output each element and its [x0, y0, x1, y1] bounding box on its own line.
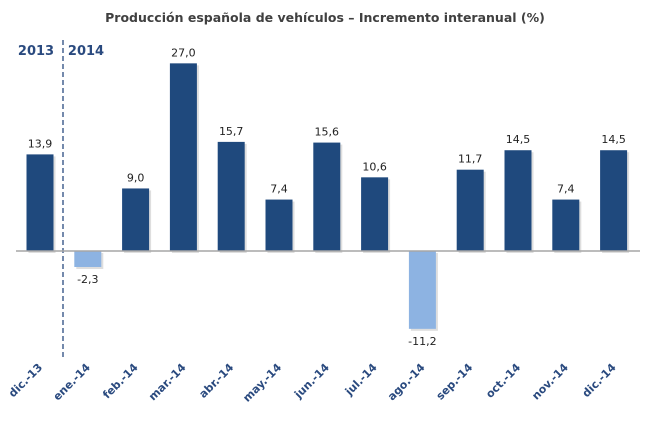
bar-mar.-14 — [169, 63, 197, 251]
data-label: 7,4 — [557, 183, 575, 196]
data-label: 13,9 — [28, 137, 53, 150]
data-label: -2,3 — [77, 273, 98, 286]
x-tick-label: dic.-14 — [580, 361, 619, 400]
chart-title: Producción española de vehículos – Incre… — [105, 10, 545, 25]
bar-may.-14 — [265, 199, 293, 251]
data-label: 14,5 — [601, 133, 626, 146]
year-label-2013: 2013 — [18, 44, 54, 59]
bar-sep.-14 — [456, 169, 484, 251]
x-tick-label: oct.-14 — [483, 361, 523, 401]
bar-jul.-14 — [361, 177, 389, 251]
x-tick-label: ago.-14 — [385, 361, 428, 404]
data-label: 11,7 — [458, 153, 483, 166]
bar-dic.-13 — [26, 154, 54, 251]
x-tick-label: abr.-14 — [197, 361, 237, 401]
data-label: 9,0 — [127, 171, 145, 184]
x-tick-label: sep.-14 — [434, 361, 476, 403]
bar-feb.-14 — [122, 188, 150, 251]
data-label: 14,5 — [506, 133, 531, 146]
x-tick-label: nov.-14 — [529, 361, 571, 403]
data-label: 10,6 — [362, 160, 387, 173]
data-label: -11,2 — [408, 335, 436, 348]
data-label: 7,4 — [270, 183, 288, 196]
bar-abr.-14 — [217, 141, 245, 251]
data-label: 15,6 — [315, 126, 340, 139]
bar-dic.-14 — [600, 150, 628, 251]
bar-jun.-14 — [313, 142, 341, 251]
x-tick-label: dic.-13 — [6, 361, 45, 400]
x-tick-label: may.-14 — [240, 361, 284, 405]
data-label: 15,7 — [219, 125, 244, 138]
bar-nov.-14 — [552, 199, 580, 251]
x-tick-label: jun.-14 — [291, 361, 332, 402]
x-tick-label: feb.-14 — [100, 361, 141, 402]
bar-ene.-14 — [74, 251, 102, 267]
x-tick-label: mar.-14 — [146, 361, 189, 404]
x-tick-label: jul.-14 — [342, 361, 380, 399]
bar-oct.-14 — [504, 150, 532, 251]
bar-ago.-14 — [408, 251, 436, 329]
year-label-2014: 2014 — [68, 44, 104, 59]
data-label: 27,0 — [171, 46, 196, 59]
x-tick-label: ene.-14 — [51, 361, 94, 404]
